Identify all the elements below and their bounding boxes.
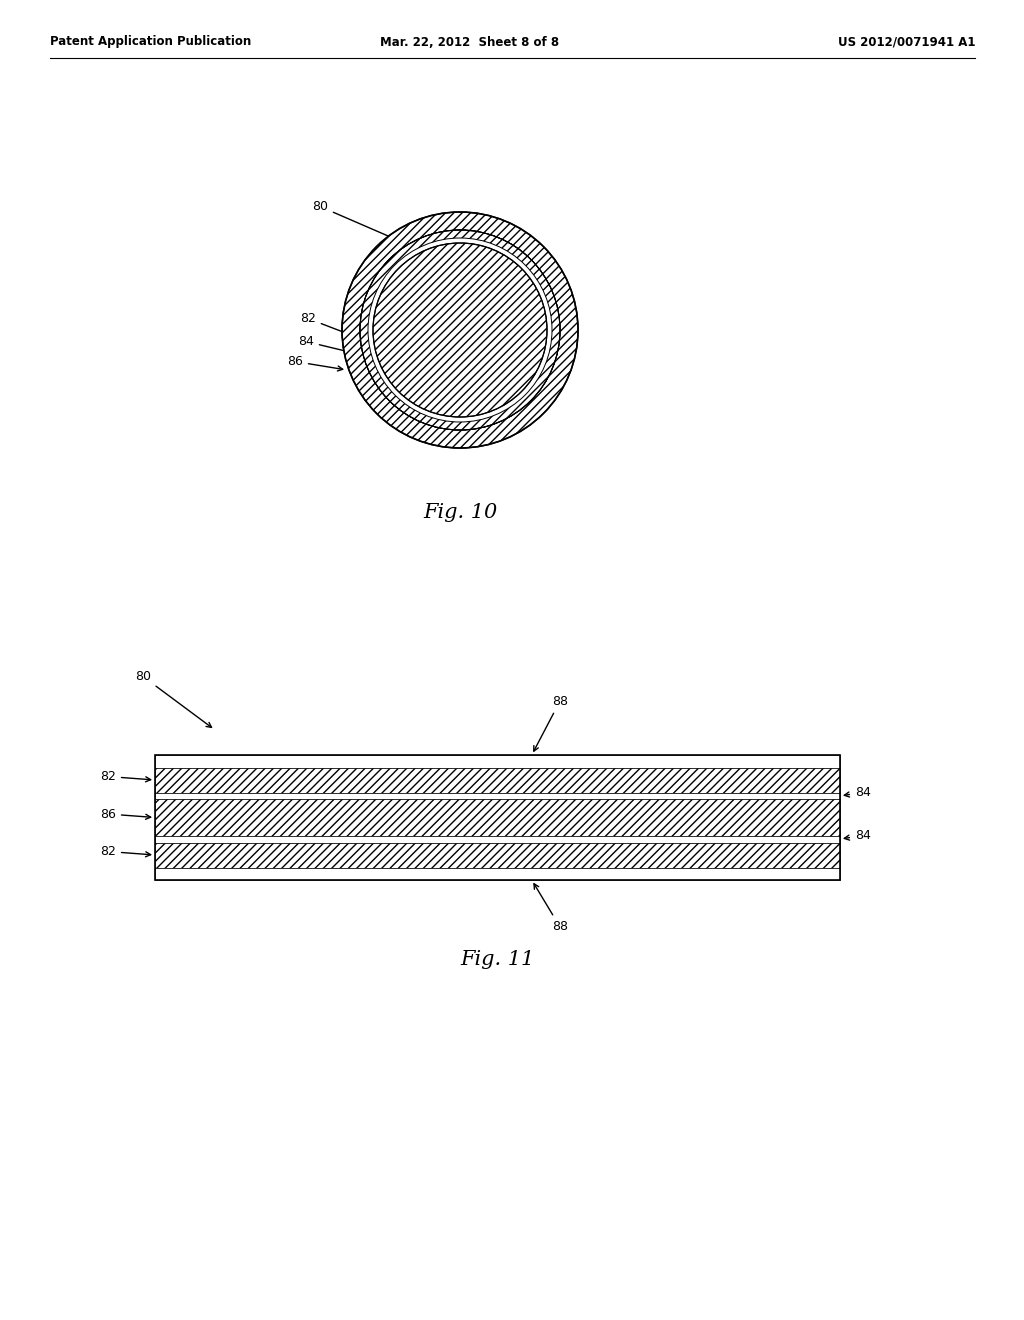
Text: 84: 84 xyxy=(298,335,357,355)
Bar xyxy=(155,767,840,792)
Bar xyxy=(155,842,840,867)
Text: Fig. 11: Fig. 11 xyxy=(461,950,535,969)
Text: 84: 84 xyxy=(844,785,870,799)
Text: 82: 82 xyxy=(300,312,360,339)
Bar xyxy=(155,755,840,767)
Bar xyxy=(155,867,840,880)
Circle shape xyxy=(360,230,560,430)
Text: 80: 80 xyxy=(312,201,398,240)
Text: Patent Application Publication: Patent Application Publication xyxy=(50,36,251,49)
Text: 88: 88 xyxy=(534,883,567,933)
Text: 82: 82 xyxy=(100,770,151,783)
Text: 82: 82 xyxy=(100,845,151,858)
Circle shape xyxy=(360,230,560,430)
Circle shape xyxy=(342,213,578,447)
Bar xyxy=(155,792,840,800)
Text: 86: 86 xyxy=(287,355,343,371)
Circle shape xyxy=(368,238,552,422)
Bar xyxy=(155,800,840,836)
Text: 80: 80 xyxy=(135,671,212,727)
Circle shape xyxy=(373,243,547,417)
Text: 86: 86 xyxy=(100,808,151,821)
Text: Fig. 10: Fig. 10 xyxy=(423,503,497,521)
Bar xyxy=(155,755,840,880)
Text: 88: 88 xyxy=(534,696,567,751)
Text: US 2012/0071941 A1: US 2012/0071941 A1 xyxy=(838,36,975,49)
Circle shape xyxy=(360,230,560,430)
Text: Mar. 22, 2012  Sheet 8 of 8: Mar. 22, 2012 Sheet 8 of 8 xyxy=(381,36,559,49)
Bar xyxy=(155,836,840,842)
Text: 84: 84 xyxy=(844,829,870,842)
